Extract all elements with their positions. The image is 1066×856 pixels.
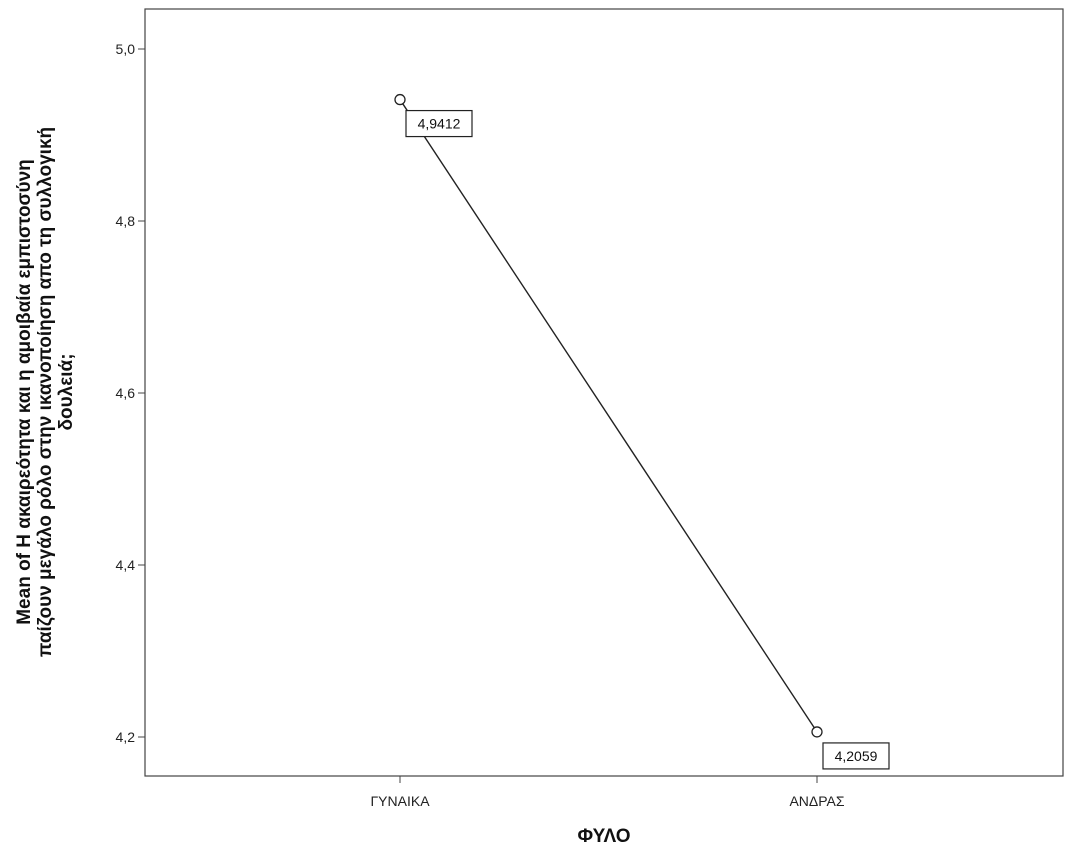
x-tick-label: ΓΥΝΑΙΚΑ	[370, 793, 430, 809]
series-group: 4,9412 4,2059	[394, 93, 890, 770]
data-label-text: 4,9412	[418, 116, 461, 132]
data-label: 4,2059	[822, 742, 890, 770]
x-axis-title: ΦΥΛΟ	[578, 826, 631, 847]
data-point-marker	[394, 93, 406, 106]
series-line	[399, 99, 818, 733]
x-tick-label: ΑΝΔΡΑΣ	[789, 793, 844, 809]
y-axis-title: Mean of Η ακαιρεότητα και η αμοιβαία εμπ…	[14, 127, 77, 657]
data-label-box	[822, 742, 890, 770]
y-tick-label: 4,4	[116, 557, 136, 573]
y-axis-title-line-3: δουλειά;	[56, 353, 77, 430]
x-axis-ticks: ΓΥΝΑΙΚΑ ΑΝΔΡΑΣ	[370, 776, 845, 809]
y-tick-label: 4,2	[116, 729, 136, 745]
y-tick-label: 5,0	[116, 41, 136, 57]
y-tick-label: 4,8	[116, 213, 136, 229]
y-axis-title-line-1: Mean of Η ακαιρεότητα και η αμοιβαία εμπ…	[14, 159, 35, 625]
y-tick-label: 4,6	[116, 385, 136, 401]
y-axis-ticks: 4,2 4,4 4,6 4,8 5,0	[116, 41, 145, 745]
data-point-marker	[811, 726, 823, 738]
data-label-text: 4,2059	[835, 748, 878, 764]
data-label: 4,9412	[405, 109, 473, 138]
plot-frame	[144, 8, 1064, 777]
y-axis-title-line-2: παίζουν μεγάλο ρόλο στην ικανοποίηση απο…	[35, 127, 56, 657]
data-label-box	[405, 109, 473, 138]
